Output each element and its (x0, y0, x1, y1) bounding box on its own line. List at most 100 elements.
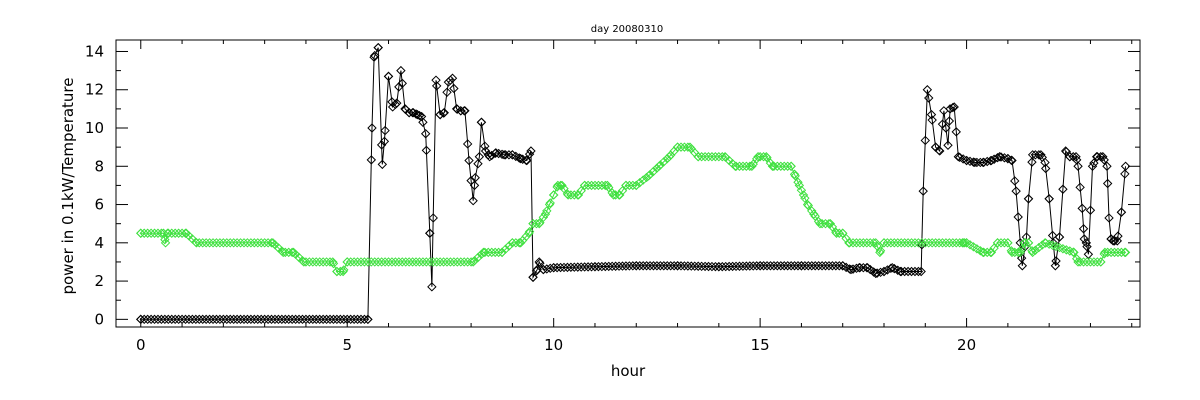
series-1-point (586, 180, 597, 191)
series-1-point (349, 257, 359, 267)
series-1-point (487, 247, 497, 258)
series-0-point (1023, 194, 1034, 204)
series-0-point (617, 261, 628, 271)
series-1-point (339, 265, 349, 275)
series-0-point (524, 149, 535, 159)
series-0-point (497, 149, 507, 160)
x-tick-label-0: 0 (136, 336, 146, 354)
series-0-point (235, 314, 246, 325)
series-0-point (242, 314, 253, 325)
series-1-point (645, 169, 655, 180)
series-0-point (1051, 256, 1061, 266)
series-0-point (416, 111, 427, 122)
series-0-point (1044, 194, 1054, 204)
series-1-point (449, 257, 459, 267)
series-0-point (679, 261, 690, 271)
series-1-point (593, 180, 604, 191)
y-tick-label-7: 14 (85, 42, 104, 60)
series-1-point (920, 238, 930, 248)
series-0-point (789, 261, 800, 271)
series-0-point (414, 110, 425, 121)
series-1-point (232, 238, 242, 248)
series-0-point (270, 314, 280, 325)
series-1-point (617, 186, 628, 196)
series-1-point (170, 228, 180, 238)
series-1-point (1096, 257, 1106, 267)
series-1-point (707, 152, 717, 162)
series-1-point (542, 206, 552, 216)
series-0-point (431, 75, 441, 85)
series-1-point (407, 257, 418, 267)
series-0-point (916, 266, 926, 277)
series-0-point (562, 262, 573, 273)
series-1-point (755, 152, 765, 162)
series-0-point (793, 261, 803, 271)
series-0-point (943, 140, 953, 150)
series-0-point (721, 261, 731, 272)
series-0-point (359, 314, 370, 325)
series-0-point (913, 266, 924, 277)
series-0-point (345, 314, 356, 325)
series-1-point (370, 257, 380, 267)
series-1-point (710, 152, 721, 162)
series-1-point (758, 152, 769, 162)
series-1-point (790, 171, 800, 181)
y-tick-label-0: 0 (94, 310, 104, 328)
series-0-point (672, 261, 683, 271)
series-1-point (858, 238, 869, 248)
series-1-point (628, 180, 638, 191)
series-0-point (779, 261, 789, 271)
series-1-point (1075, 257, 1085, 267)
series-0-point (367, 123, 377, 133)
series-0-point (173, 314, 184, 325)
series-0-point (765, 261, 776, 271)
series-0-point (349, 314, 359, 325)
series-1-point (483, 247, 494, 258)
series-1-point (136, 228, 146, 238)
series-1-point (459, 257, 469, 267)
series-0-point (404, 107, 414, 118)
series-1-point (246, 238, 256, 248)
series-1-point (782, 161, 793, 171)
series-1-point (1085, 257, 1096, 267)
series-1-point (662, 153, 672, 164)
series-0-point (652, 261, 662, 271)
series-0-point (139, 314, 149, 325)
series-1-point (1061, 245, 1072, 255)
series-0-point (648, 261, 659, 271)
series-1-point (672, 142, 683, 152)
series-0-point (352, 314, 363, 325)
series-0-point (1079, 234, 1089, 244)
series-1-point (604, 182, 614, 193)
series-0-point (308, 314, 318, 325)
series-0-point (745, 261, 755, 271)
series-0-point (986, 155, 997, 166)
series-0-point (820, 261, 831, 271)
series-1-point (235, 238, 246, 248)
series-0-line (140, 47, 1126, 320)
series-0-point (142, 314, 153, 325)
series-1-point (871, 238, 881, 248)
series-1-point (769, 161, 779, 171)
series-0-point (484, 152, 495, 162)
series-0-point (707, 261, 717, 272)
series-1-point (507, 238, 518, 248)
series-1-point (545, 198, 555, 208)
series-0-point (208, 314, 218, 325)
series-1-point (751, 154, 762, 164)
y-tick-label-4: 8 (94, 157, 104, 175)
series-1-point (1041, 238, 1051, 248)
series-0-point (851, 263, 862, 274)
series-0-point (1077, 203, 1087, 214)
series-0-point (194, 314, 204, 325)
series-1-point (714, 152, 724, 162)
series-0-point (624, 261, 635, 271)
series-0-point (621, 261, 631, 271)
series-1-point (1113, 247, 1123, 258)
series-1-point (497, 247, 507, 258)
series-0-point (491, 148, 501, 158)
series-1-point (142, 228, 153, 238)
series-1-point (411, 257, 421, 267)
series-0-point (875, 267, 886, 278)
series-1-point (204, 238, 215, 248)
